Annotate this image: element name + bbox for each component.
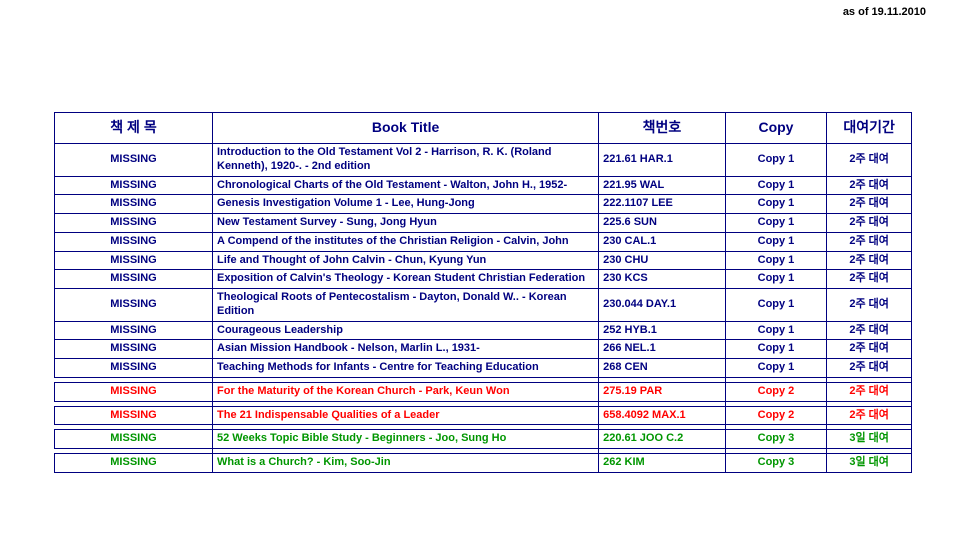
cell-copy: Copy 1 bbox=[725, 340, 827, 359]
as-of-date: as of 19.11.2010 bbox=[843, 6, 926, 18]
table-row: MISSINGCourageous Leadership252 HYB.1Cop… bbox=[55, 321, 912, 340]
cell-period: 3일 대여 bbox=[827, 454, 912, 473]
header-copy: Copy bbox=[725, 113, 827, 144]
cell-ko: MISSING bbox=[55, 176, 213, 195]
cell-copy: Copy 1 bbox=[725, 270, 827, 289]
cell-copy: Copy 1 bbox=[725, 195, 827, 214]
cell-number: 221.95 WAL bbox=[599, 176, 726, 195]
cell-title: Courageous Leadership bbox=[213, 321, 599, 340]
cell-ko: MISSING bbox=[55, 270, 213, 289]
cell-period: 3일 대여 bbox=[827, 430, 912, 449]
cell-copy: Copy 1 bbox=[725, 176, 827, 195]
header-ko-title: 책 제 목 bbox=[55, 113, 213, 144]
cell-ko: MISSING bbox=[55, 321, 213, 340]
table-row: MISSINGLife and Thought of John Calvin -… bbox=[55, 251, 912, 270]
cell-title: Theological Roots of Pentecostalism - Da… bbox=[213, 289, 599, 322]
header-period: 대여기간 bbox=[827, 113, 912, 144]
table-row: MISSINGChronological Charts of the Old T… bbox=[55, 176, 912, 195]
cell-title: Life and Thought of John Calvin - Chun, … bbox=[213, 251, 599, 270]
cell-ko: MISSING bbox=[55, 406, 213, 425]
cell-copy: Copy 1 bbox=[725, 289, 827, 322]
cell-period: 2주 대여 bbox=[827, 359, 912, 378]
cell-copy: Copy 1 bbox=[725, 214, 827, 233]
cell-ko: MISSING bbox=[55, 214, 213, 233]
table-row: MISSINGWhat is a Church? - Kim, Soo-Jin2… bbox=[55, 454, 912, 473]
cell-period: 2주 대여 bbox=[827, 251, 912, 270]
cell-ko: MISSING bbox=[55, 340, 213, 359]
cell-number: 266 NEL.1 bbox=[599, 340, 726, 359]
table-row: MISSINGExposition of Calvin's Theology -… bbox=[55, 270, 912, 289]
table-row: MISSINGTheological Roots of Pentecostali… bbox=[55, 289, 912, 322]
cell-copy: Copy 1 bbox=[725, 144, 827, 177]
cell-title: 52 Weeks Topic Bible Study - Beginners -… bbox=[213, 430, 599, 449]
table-row: MISSINGGenesis Investigation Volume 1 - … bbox=[55, 195, 912, 214]
cell-ko: MISSING bbox=[55, 359, 213, 378]
cell-period: 2주 대여 bbox=[827, 406, 912, 425]
cell-ko: MISSING bbox=[55, 251, 213, 270]
cell-title: A Compend of the institutes of the Chris… bbox=[213, 232, 599, 251]
books-table: 책 제 목 Book Title 책번호 Copy 대여기간 MISSINGIn… bbox=[54, 112, 912, 473]
cell-ko: MISSING bbox=[55, 454, 213, 473]
cell-copy: Copy 3 bbox=[725, 430, 827, 449]
table-header-row: 책 제 목 Book Title 책번호 Copy 대여기간 bbox=[55, 113, 912, 144]
cell-number: 262 KIM bbox=[599, 454, 726, 473]
table-row: MISSINGA Compend of the institutes of th… bbox=[55, 232, 912, 251]
cell-period: 2주 대여 bbox=[827, 270, 912, 289]
cell-copy: Copy 1 bbox=[725, 232, 827, 251]
cell-number: 220.61 JOO C.2 bbox=[599, 430, 726, 449]
cell-number: 222.1107 LEE bbox=[599, 195, 726, 214]
cell-title: Introduction to the Old Testament Vol 2 … bbox=[213, 144, 599, 177]
cell-ko: MISSING bbox=[55, 195, 213, 214]
cell-title: What is a Church? - Kim, Soo-Jin bbox=[213, 454, 599, 473]
table-row: MISSINGThe 21 Indispensable Qualities of… bbox=[55, 406, 912, 425]
table-row: MISSINGTeaching Methods for Infants - Ce… bbox=[55, 359, 912, 378]
cell-period: 2주 대여 bbox=[827, 214, 912, 233]
cell-ko: MISSING bbox=[55, 289, 213, 322]
header-book-no: 책번호 bbox=[599, 113, 726, 144]
cell-number: 230 KCS bbox=[599, 270, 726, 289]
cell-period: 2주 대여 bbox=[827, 321, 912, 340]
table-row: MISSINGAsian Mission Handbook - Nelson, … bbox=[55, 340, 912, 359]
cell-title: Teaching Methods for Infants - Centre fo… bbox=[213, 359, 599, 378]
cell-copy: Copy 1 bbox=[725, 359, 827, 378]
cell-title: Exposition of Calvin's Theology - Korean… bbox=[213, 270, 599, 289]
cell-period: 2주 대여 bbox=[827, 176, 912, 195]
table-row: MISSINGNew Testament Survey - Sung, Jong… bbox=[55, 214, 912, 233]
cell-number: 225.6 SUN bbox=[599, 214, 726, 233]
cell-period: 2주 대여 bbox=[827, 289, 912, 322]
table-row: MISSING52 Weeks Topic Bible Study - Begi… bbox=[55, 430, 912, 449]
cell-number: 230.044 DAY.1 bbox=[599, 289, 726, 322]
cell-ko: MISSING bbox=[55, 430, 213, 449]
cell-title: Genesis Investigation Volume 1 - Lee, Hu… bbox=[213, 195, 599, 214]
cell-copy: Copy 1 bbox=[725, 321, 827, 340]
cell-ko: MISSING bbox=[55, 382, 213, 401]
cell-title: Asian Mission Handbook - Nelson, Marlin … bbox=[213, 340, 599, 359]
cell-period: 2주 대여 bbox=[827, 195, 912, 214]
cell-ko: MISSING bbox=[55, 144, 213, 177]
cell-number: 252 HYB.1 bbox=[599, 321, 726, 340]
cell-copy: Copy 2 bbox=[725, 406, 827, 425]
cell-number: 230 CHU bbox=[599, 251, 726, 270]
cell-ko: MISSING bbox=[55, 232, 213, 251]
table-row: MISSINGFor the Maturity of the Korean Ch… bbox=[55, 382, 912, 401]
cell-title: Chronological Charts of the Old Testamen… bbox=[213, 176, 599, 195]
header-book-title: Book Title bbox=[213, 113, 599, 144]
cell-number: 268 CEN bbox=[599, 359, 726, 378]
cell-period: 2주 대여 bbox=[827, 382, 912, 401]
cell-period: 2주 대여 bbox=[827, 232, 912, 251]
cell-title: New Testament Survey - Sung, Jong Hyun bbox=[213, 214, 599, 233]
table-row: MISSINGIntroduction to the Old Testament… bbox=[55, 144, 912, 177]
cell-number: 230 CAL.1 bbox=[599, 232, 726, 251]
cell-copy: Copy 3 bbox=[725, 454, 827, 473]
cell-number: 221.61 HAR.1 bbox=[599, 144, 726, 177]
cell-copy: Copy 2 bbox=[725, 382, 827, 401]
cell-number: 275.19 PAR bbox=[599, 382, 726, 401]
cell-period: 2주 대여 bbox=[827, 340, 912, 359]
cell-copy: Copy 1 bbox=[725, 251, 827, 270]
cell-title: For the Maturity of the Korean Church - … bbox=[213, 382, 599, 401]
cell-title: The 21 Indispensable Qualities of a Lead… bbox=[213, 406, 599, 425]
cell-number: 658.4092 MAX.1 bbox=[599, 406, 726, 425]
cell-period: 2주 대여 bbox=[827, 144, 912, 177]
